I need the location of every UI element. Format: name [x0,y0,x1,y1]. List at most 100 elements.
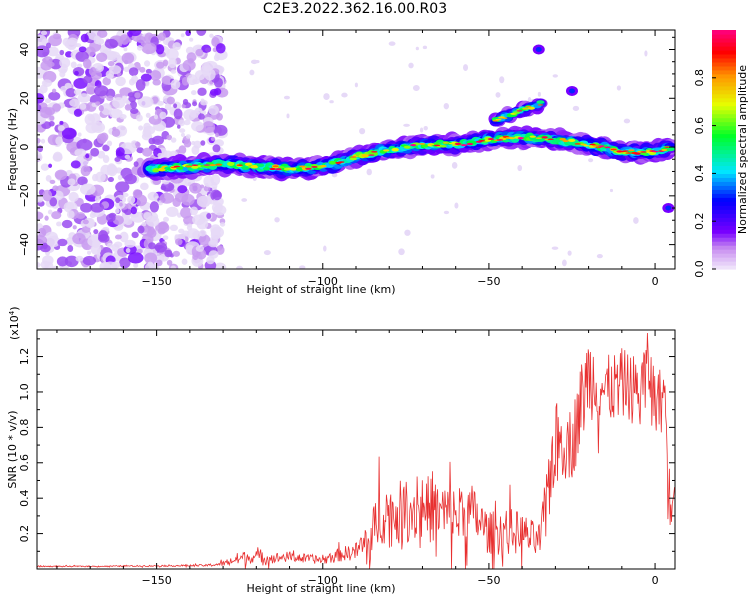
noise-blob [76,138,93,151]
noise-blob [138,125,144,131]
noise-blob [127,252,144,264]
noise-blob [170,137,177,143]
noise-blob [87,115,95,121]
noise-blob [214,262,227,269]
noise-blob [45,174,52,182]
noise-blob [190,90,197,96]
colorbar-segment [712,129,736,135]
noise-blob [37,153,43,161]
colorbar-segment [712,113,736,119]
noise-blob [44,98,51,104]
noise-blob [156,61,165,69]
colorbar-tick-label: 0.2 [693,212,706,230]
colorbar-segment [712,93,736,99]
noise-blob [216,43,226,54]
noise-blob [623,118,631,124]
noise-blob [102,144,110,152]
noise-blob [64,39,78,50]
ridge-blob [215,163,222,166]
ridge-blob [262,166,271,171]
noise-blob [430,174,435,179]
noise-blob [83,58,92,69]
noise-blob [201,62,211,72]
noise-blob [114,157,121,162]
y-tick-label: −40 [18,233,31,256]
spot-blob [535,47,542,53]
noise-blob [44,107,56,116]
noise-blob [596,254,603,259]
noise-blob [149,70,162,81]
y-tick-label: −20 [18,184,31,207]
noise-blob [72,233,86,245]
noise-blob [552,74,558,78]
noise-blob [91,239,101,248]
ridge-blob [646,151,653,154]
noise-blob [423,125,428,131]
noise-blob [408,62,414,69]
noise-blob [107,61,115,67]
noise-blob [153,114,159,120]
noise-blob [46,46,59,57]
noise-blob [331,172,338,178]
colorbar-label: Normalized spectral amplitude [736,65,749,234]
noise-blob [133,161,139,167]
noise-blob [189,206,199,216]
noise-blob [125,247,131,253]
colorbar-tick-label: 0.6 [693,117,706,135]
colorbar-segment [712,61,736,67]
noise-blob [42,242,48,250]
noise-blob [97,150,106,159]
colorbar-segment [712,169,736,174]
noise-blob [77,176,88,186]
noise-blob [86,83,96,95]
branch-blob [492,120,499,122]
noise-blob [299,265,306,269]
colorbar-segment [712,145,736,151]
noise-blob [192,101,198,107]
noise-blob [212,190,223,201]
ridge-blob [311,165,318,168]
noise-blob [96,52,108,63]
y-axis-label: Frequency (Hz) [6,108,19,191]
y-tick-label: 40 [18,43,31,57]
colorbar-segment [712,53,736,59]
colorbar-segment [712,217,736,222]
noise-blob [82,219,89,225]
noise-blob [65,202,75,210]
noise-blob [189,182,202,194]
noise-blob [209,33,214,38]
ridge-blob [478,140,486,142]
ridge-blob [269,167,276,171]
ridge-blob [299,165,306,168]
noise-blob [274,217,280,223]
noise-blob [200,98,205,103]
noise-blob [136,36,146,43]
noise-blob [47,209,53,215]
noise-blob [91,102,97,107]
ridge-blob [547,138,554,140]
branch-blob [536,100,545,104]
noise-blob [191,121,204,132]
noise-blob [49,197,58,207]
noise-blob [106,242,113,248]
noise-blob [198,234,211,246]
ridge-blob [580,143,587,146]
noise-blob [123,46,128,52]
noise-blob [52,33,62,40]
ridge-blob [275,168,282,171]
noise-blob [112,97,126,109]
noise-blob [106,213,116,222]
ridge-blob [191,164,198,166]
noise-blob [115,147,125,157]
noise-blob [73,89,82,95]
colorbar-segment [712,225,736,230]
ridge-blob [442,142,450,144]
noise-blob [155,44,165,55]
colorbar-segment [712,213,736,218]
ridge-blob [625,152,632,154]
noise-blob [115,76,126,87]
plot-frame-bottom [36,329,676,570]
noise-blob [137,225,145,234]
branch-blob [525,106,532,108]
ridge-blob [454,142,462,146]
